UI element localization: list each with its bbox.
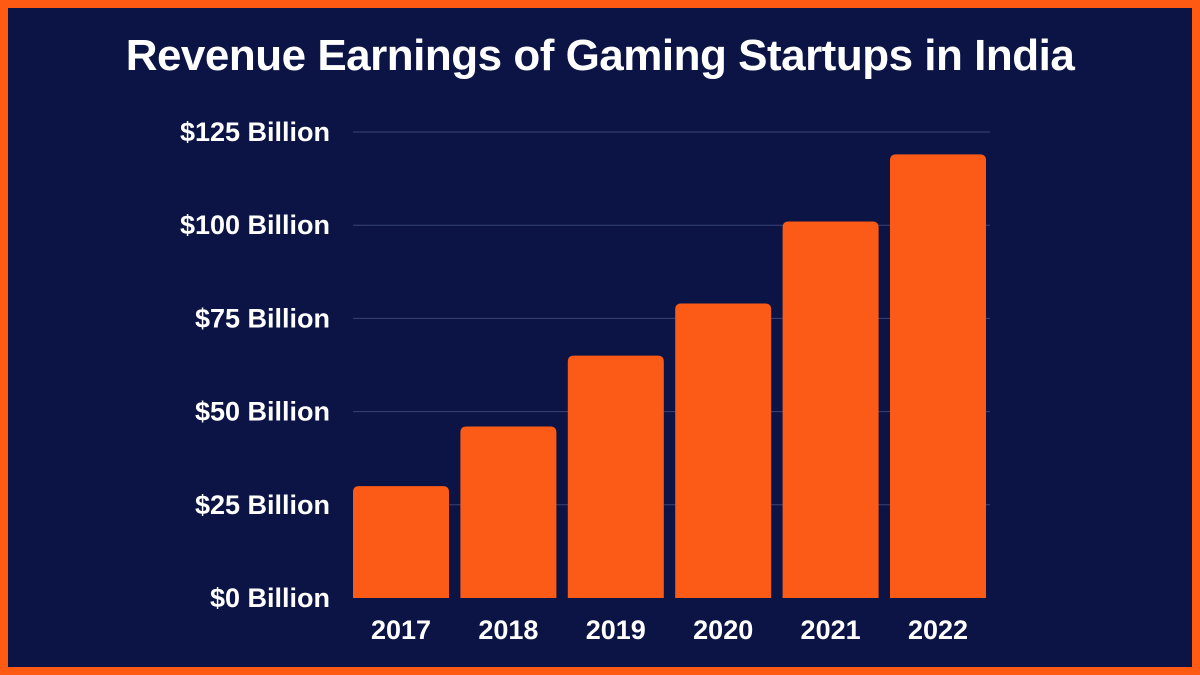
bar-2022 bbox=[890, 154, 986, 599]
x-tick-label: 2019 bbox=[586, 615, 646, 645]
y-tick-label: $25 Billion bbox=[195, 490, 330, 520]
y-axis-ticks: $0 Billion $25 Billion $50 Billion $75 Bill… bbox=[180, 117, 330, 613]
bar-2019 bbox=[567, 355, 664, 598]
bars bbox=[353, 154, 986, 599]
bar-chart: $0 Billion $25 Billion $50 Billion $75 Bill… bbox=[180, 117, 990, 645]
y-tick-label: $50 Billion bbox=[195, 397, 330, 427]
bar-2018 bbox=[460, 426, 557, 598]
bar-2017 bbox=[353, 486, 449, 598]
y-tick-label: $100 Billion bbox=[180, 210, 330, 240]
x-tick-label: 2017 bbox=[371, 615, 431, 645]
bar-2021 bbox=[782, 221, 879, 599]
gridlines bbox=[353, 131, 990, 506]
x-tick-label: 2021 bbox=[801, 615, 861, 645]
x-tick-label: 2022 bbox=[908, 615, 968, 645]
chart-title: Revenue Earnings of Gaming Startups in I… bbox=[125, 31, 1075, 80]
bar-2020 bbox=[675, 303, 772, 598]
y-tick-label: $125 Billion bbox=[180, 117, 330, 147]
x-tick-label: 2018 bbox=[478, 615, 538, 645]
chart-frame: Revenue Earnings of Gaming Startups in I… bbox=[8, 8, 1192, 667]
x-tick-label: 2020 bbox=[693, 615, 753, 645]
x-axis-ticks: 2017 2018 2019 2020 2021 2022 bbox=[371, 615, 968, 645]
y-tick-label: $0 Billion bbox=[210, 583, 330, 613]
y-tick-label: $75 Billion bbox=[195, 303, 330, 333]
